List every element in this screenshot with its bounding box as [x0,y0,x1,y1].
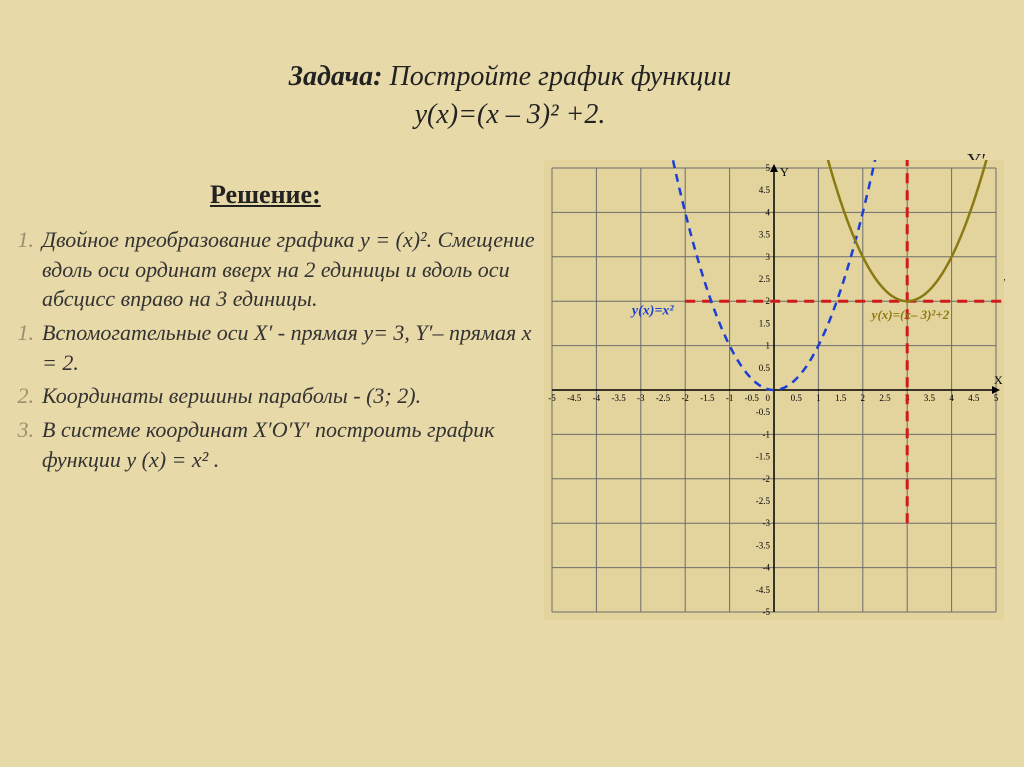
svg-text:-4.5: -4.5 [756,585,771,595]
svg-text:0.5: 0.5 [759,363,771,373]
svg-text:-5: -5 [548,393,556,403]
svg-text:1: 1 [816,393,821,403]
svg-text:1.5: 1.5 [835,393,847,403]
svg-text:X: X [994,373,1003,387]
svg-text:3.5: 3.5 [924,393,936,403]
svg-text:-4.5: -4.5 [567,393,582,403]
svg-text:-3.5: -3.5 [756,540,771,550]
svg-text:-3: -3 [763,518,771,528]
step-item: 3.В системе координат X′O′Y′ построить г… [8,415,548,474]
svg-text:4.5: 4.5 [968,393,980,403]
step-number: 3. [8,415,42,474]
svg-text:-0.5: -0.5 [745,393,760,403]
svg-text:1.5: 1.5 [759,318,771,328]
svg-text:3.5: 3.5 [759,230,771,240]
task-label: Задача: [289,61,383,92]
svg-text:-3: -3 [637,393,645,403]
function-chart: -5 -4.5 -4 -3.5 -3 -2.5 -2 -1.5 -1 -0.5 0.5 1 1.5 2 2.… [544,160,1004,620]
step-text: Координаты вершины параболы - (3; 2). [42,381,548,411]
svg-text:4.5: 4.5 [759,185,771,195]
svg-text:0: 0 [766,393,771,403]
svg-text:-2.5: -2.5 [656,393,671,403]
svg-text:0.5: 0.5 [791,393,803,403]
curve-label-y=(x-3)2+2: y(x)=(x– 3)²+2 [870,307,950,322]
svg-text:-2.5: -2.5 [756,496,771,506]
svg-text:-4: -4 [763,563,771,573]
step-number: 2. [8,381,42,411]
step-item: 1.Двойное преобразование графика y = (x)… [8,225,548,314]
task-text-2: y(x)=(x – 3)² +2. [415,99,606,130]
svg-text:5: 5 [994,393,999,403]
chart-svg: -5 -4.5 -4 -3.5 -3 -2.5 -2 -1.5 -1 -0.5 0.5 1 1.5 2 2.… [544,160,1004,620]
svg-text:2: 2 [766,296,771,306]
svg-text:-1: -1 [763,429,771,439]
solution-heading: Решение: [210,180,321,210]
svg-text:4: 4 [949,393,954,403]
svg-text:2: 2 [861,393,866,403]
svg-text:1: 1 [766,341,771,351]
step-item: 2.Координаты вершины параболы - (3; 2). [8,381,548,411]
svg-text:4: 4 [766,207,771,217]
curve-label-y=x2: y(x)=x² [630,304,675,319]
svg-text:-0.5: -0.5 [756,407,771,417]
step-number: 1. [8,225,42,314]
svg-text:-2: -2 [681,393,689,403]
step-item: 1.Вспомогательные оси X′ - прямая y= 3, … [8,318,548,377]
svg-text:2.5: 2.5 [759,274,771,284]
task-title: Задача: Постройте график функции y(x)=(x… [100,58,920,134]
svg-text:2.5: 2.5 [879,393,891,403]
svg-text:Y: Y [780,165,789,179]
task-text-1: Постройте график функции [383,61,732,92]
step-text: Вспомогательные оси X′ - прямая y= 3, Y′… [42,318,548,377]
svg-text:-4: -4 [593,393,601,403]
step-text: В системе координат X′O′Y′ построить гра… [42,415,548,474]
svg-text:-1.5: -1.5 [700,393,715,403]
svg-text:5: 5 [766,163,771,173]
svg-text:-5: -5 [763,607,771,617]
svg-text:-3.5: -3.5 [611,393,626,403]
step-number: 1. [8,318,42,377]
solution-steps: 1.Двойное преобразование графика y = (x)… [8,225,548,479]
svg-text:-1: -1 [726,393,734,403]
svg-text:-2: -2 [763,474,771,484]
step-text: Двойное преобразование графика y = (x)².… [42,225,548,314]
svg-text:3: 3 [766,252,771,262]
svg-text:-1.5: -1.5 [756,452,771,462]
